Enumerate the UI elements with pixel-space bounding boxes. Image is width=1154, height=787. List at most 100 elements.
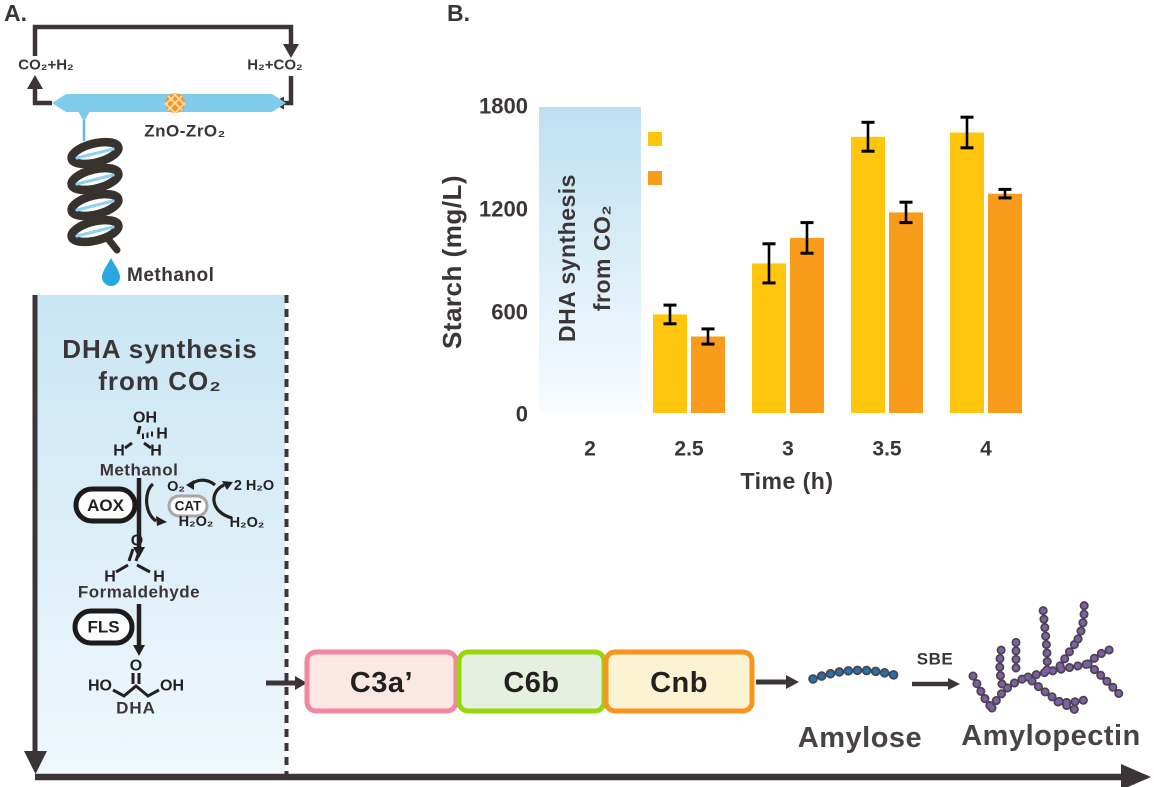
h2o2-left-label: H₂O₂ [179, 514, 214, 530]
methanol-structure-label: Methanol [100, 461, 179, 480]
condensed-methanol-label: Methanol [127, 265, 214, 286]
amylose-chain-icon [808, 665, 899, 684]
aox-enzyme-pill [73, 486, 138, 524]
bar-series-yellow-t3 [752, 263, 786, 413]
cycle-arc-top [192, 478, 217, 487]
tube-drip [78, 111, 90, 122]
bar-series-orange-t3.5 [889, 212, 923, 413]
o-top-label: O [131, 533, 143, 550]
xtick-2: 2 [584, 438, 596, 461]
o2-label: O₂ [167, 479, 185, 495]
h-right-top-label: H [156, 426, 168, 443]
box-title-line1: DHA synthesis [62, 334, 258, 364]
aox-label: AOX [87, 496, 125, 515]
fls-label: FLS [87, 618, 119, 637]
xtick-2-5: 2.5 [674, 438, 704, 461]
arrow-down-icon [283, 44, 299, 58]
dha-structure: O HO OH DHA [88, 658, 184, 718]
bars-layer [653, 115, 1022, 414]
cycle-arc-right-head [222, 481, 233, 490]
module-cnb-label: Cnb [650, 667, 708, 699]
sbe-arrow-head [948, 678, 960, 690]
h-f-right-label: H [153, 569, 165, 586]
condenser-coil-icon [67, 137, 123, 254]
methanol-droplet-icon [102, 258, 120, 286]
xtick-4: 4 [980, 438, 992, 461]
chart-annotation-box [539, 107, 641, 413]
dha-synthesis-box: DHA synthesis from CO₂ OH H H H Methanol… [24, 295, 289, 776]
ho-label: HO [88, 678, 112, 695]
fls-step: FLS [72, 604, 145, 656]
bar-series-yellow-t2.5 [653, 314, 687, 413]
ytick-0: 0 [516, 402, 528, 427]
bar-series-yellow-t4 [950, 132, 984, 413]
panel-b-label: B. [447, 0, 470, 26]
sbe-label: SBE [917, 650, 953, 669]
dha-box-background [36, 295, 285, 776]
cat-enzyme-pill [167, 494, 209, 518]
h2o2-right-label: H₂O₂ [230, 515, 265, 531]
h-f-left-label: H [104, 569, 116, 586]
module-to-amylose-arrow-head [786, 675, 799, 689]
bar-series-orange-t4 [988, 193, 1022, 413]
cycle-arc-top-head [186, 480, 194, 490]
formaldehyde-label: Formaldehyde [78, 583, 200, 602]
gas-left-label: CO₂+H₂ [18, 57, 73, 74]
annotation-line1: DHA synthesis [554, 174, 580, 342]
oh-end-label: OH [160, 678, 184, 695]
loop-line-top [32, 24, 294, 56]
fls-enzyme-pill [72, 608, 135, 646]
x-axis-title: Time (h) [740, 468, 833, 494]
h-right-bottom-label: H [150, 443, 162, 460]
legend-swatch-orange [648, 171, 662, 185]
xtick-3-5: 3.5 [872, 438, 902, 461]
gas-right-label: H₂+CO₂ [247, 57, 302, 74]
ytick-600: 600 [491, 300, 528, 325]
formaldehyde-structure: O H H Formaldehyde [78, 533, 200, 602]
panel-a-recycle-loop: A. CO₂+H₂ H₂+CO₂ ZnO-ZrO₂ [4, 0, 303, 286]
hashed-wedge-bond [142, 431, 153, 439]
dha-label: DHA [116, 699, 156, 718]
box-to-module-arrow-head [295, 676, 307, 690]
amylopectin-label: Amylopectin [961, 720, 1141, 752]
aox-cat-cycle: AOX O₂ 2 H₂O CAT H₂O₂ H₂O₂ [73, 478, 274, 558]
h-left-label: H [113, 443, 125, 460]
loop-line-left-lower [32, 88, 52, 106]
dha-backbone-bonds [112, 684, 160, 698]
loop-line-right-lower [284, 76, 294, 106]
catalyst-label: ZnO-ZrO₂ [144, 122, 225, 141]
reaction-arrow-2-head [133, 645, 145, 656]
arrow-up-icon [27, 75, 43, 89]
bottom-flow-arrow-head [1121, 764, 1151, 787]
bar-series-orange-t3 [790, 237, 824, 413]
module-cnb [603, 649, 755, 714]
y-axis-title: Starch (mg/L) [437, 175, 467, 349]
module-c6b-label: C6b [503, 667, 559, 699]
module-c3a [304, 649, 459, 714]
cat-label: CAT [175, 499, 202, 514]
bottom-pathway: C3a’ C6b Cnb Amylose SBE [35, 598, 1151, 787]
oh-label: OH [133, 410, 157, 427]
cycle-arc-left [145, 482, 158, 523]
methanol-structure: OH H H H Methanol [100, 410, 179, 480]
amylose-label: Amylose [798, 722, 922, 754]
panel-b-chart: B. Starch (mg/L) 1800 1200 600 0 DHA syn… [437, 0, 1022, 494]
annotation-line2: from CO₂ [589, 205, 615, 311]
o-keto-label: O [130, 658, 142, 675]
amylopectin-branches-icon [968, 598, 1127, 716]
ytick-1200: 1200 [479, 197, 528, 222]
panel-a-label: A. [4, 0, 27, 26]
bar-series-yellow-t3.5 [851, 136, 885, 414]
ytick-1800: 1800 [479, 94, 528, 119]
water-label: 2 H₂O [234, 478, 274, 494]
arrow-down-left-icon [24, 751, 47, 774]
module-c3a-label: C3a’ [350, 667, 413, 699]
cycle-arc-left-head [156, 516, 167, 526]
box-title-line2: from CO₂ [98, 366, 222, 396]
catalyst-bead-hatch [165, 93, 185, 113]
legend-swatch-yellow [648, 132, 662, 146]
xtick-3: 3 [782, 438, 794, 461]
bar-series-orange-t2.5 [691, 336, 725, 413]
